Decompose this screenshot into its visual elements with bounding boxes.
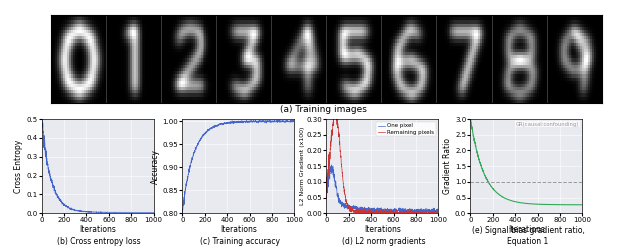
One pixel — [435, 210, 442, 213]
One pixel — [429, 210, 437, 213]
X-axis label: Iterations: Iterations — [79, 225, 116, 234]
Y-axis label: Gradient Ratio: Gradient Ratio — [444, 138, 452, 194]
X-axis label: Iterations: Iterations — [508, 225, 545, 234]
Text: (b) Cross entropy loss: (b) Cross entropy loss — [58, 237, 141, 246]
Line: One pixel: One pixel — [326, 165, 438, 213]
Remaining pixels — [410, 211, 418, 214]
One pixel — [432, 212, 440, 215]
Remaining pixels — [330, 124, 337, 127]
One pixel — [422, 210, 429, 213]
One pixel — [328, 163, 335, 166]
Remaining pixels — [331, 111, 339, 114]
Line: Remaining pixels: Remaining pixels — [326, 113, 438, 213]
X-axis label: Iterations: Iterations — [364, 225, 401, 234]
Remaining pixels — [353, 212, 361, 215]
One pixel — [323, 191, 330, 194]
One pixel — [330, 170, 337, 173]
Remaining pixels — [414, 211, 422, 214]
One pixel — [414, 209, 422, 212]
Remaining pixels — [435, 212, 442, 215]
One pixel — [346, 206, 353, 209]
Remaining pixels — [422, 212, 429, 215]
Remaining pixels — [346, 209, 353, 212]
Remaining pixels — [429, 211, 437, 214]
Text: (e) Signal:bias gradient ratio,
Equation 1: (e) Signal:bias gradient ratio, Equation… — [472, 226, 584, 246]
Legend: One pixel, Remaining pixels: One pixel, Remaining pixels — [376, 122, 436, 136]
Remaining pixels — [323, 194, 330, 197]
Y-axis label: Cross Entropy: Cross Entropy — [15, 140, 24, 193]
Y-axis label: L2 Norm Gradient (x100): L2 Norm Gradient (x100) — [300, 127, 305, 205]
X-axis label: Iterations: Iterations — [220, 225, 257, 234]
One pixel — [410, 210, 418, 213]
Text: GR(causal:confounding): GR(causal:confounding) — [516, 122, 579, 127]
Text: (a) Training images: (a) Training images — [280, 105, 367, 114]
Text: (d) L2 norm gradients: (d) L2 norm gradients — [342, 237, 426, 246]
Y-axis label: Accuracy: Accuracy — [150, 149, 160, 184]
Text: (c) Training accuracy: (c) Training accuracy — [200, 237, 280, 246]
